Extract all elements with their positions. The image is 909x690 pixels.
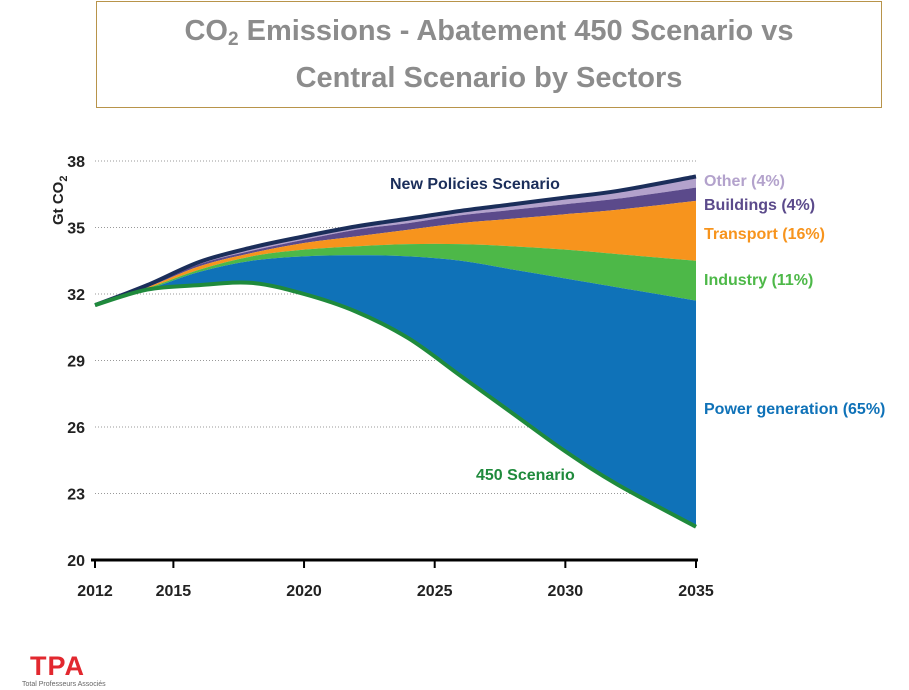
- area-buildings: [95, 187, 696, 306]
- series-label-power-generation: Power generation (65%): [704, 401, 885, 418]
- title-co: CO: [184, 15, 228, 47]
- area-power-generation: [95, 255, 696, 527]
- y-tick-label-29: 29: [67, 354, 85, 371]
- y-tick-label-38: 38: [67, 154, 85, 171]
- y-tick-label-26: 26: [67, 420, 85, 437]
- logo-mark: TPA: [30, 651, 85, 681]
- x-tick-label-2030: 2030: [548, 583, 584, 600]
- y-tick-label-20: 20: [67, 553, 85, 570]
- x-tick-label-2015: 2015: [156, 583, 192, 600]
- y-tick-label-35: 35: [67, 221, 85, 238]
- chart-title-box: CO2 Emissions - Abatement 450 Scenario v…: [96, 1, 882, 108]
- series-label-industry: Industry (11%): [704, 272, 813, 289]
- chart-title-line2: Central Scenario by Sectors: [295, 62, 683, 94]
- tpa-logo: TPA Total Professeurs Associés: [22, 650, 142, 690]
- area-transport: [95, 200, 696, 306]
- series-label-transport: Transport (16%): [704, 226, 825, 243]
- x-tick-label-2025: 2025: [417, 583, 453, 600]
- series-label-buildings: Buildings (4%): [704, 197, 815, 214]
- series-label-other: Other (4%): [704, 173, 785, 190]
- annotation-450-scenario: 450 Scenario: [476, 467, 575, 484]
- area-industry: [95, 243, 696, 306]
- x-tick-label-2020: 2020: [286, 583, 322, 600]
- logo-tagline: Total Professeurs Associés: [22, 681, 106, 688]
- y-tick-label-23: 23: [67, 487, 85, 504]
- scenario-450-line: [94, 280, 697, 529]
- x-tick-label-2035: 2035: [678, 583, 714, 600]
- y-axis-label: Gt CO2: [50, 176, 70, 225]
- new-policies-line: [94, 174, 697, 307]
- y-tick-label-32: 32: [67, 287, 85, 304]
- title-rest: Emissions - Abatement 450 Scenario vs: [238, 15, 794, 47]
- x-tick-label-2012: 2012: [77, 583, 113, 600]
- title-subscript: 2: [227, 29, 239, 50]
- annotation-new-policies: New Policies Scenario: [390, 176, 560, 193]
- chart-title-line1: CO2 Emissions - Abatement 450 Scenario v…: [184, 12, 793, 59]
